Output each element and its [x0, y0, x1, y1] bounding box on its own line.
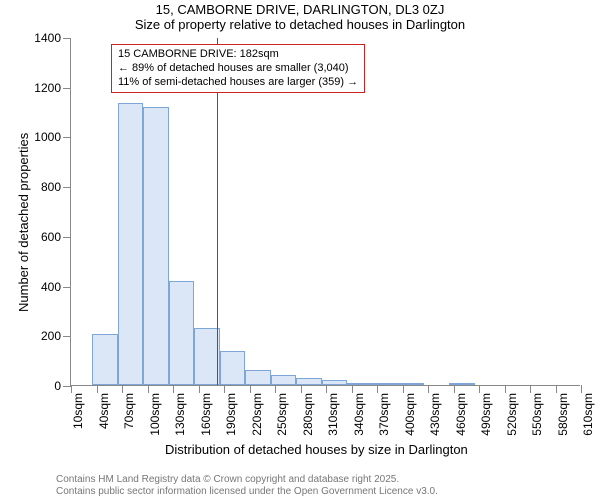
histogram-bar: [347, 383, 373, 385]
y-tick-label: 1400: [34, 31, 71, 45]
y-tick-label: 200: [41, 329, 71, 343]
y-tick-label: 1200: [34, 81, 71, 95]
annotation-line: 15 CAMBORNE DRIVE: 182sqm: [118, 48, 358, 62]
x-tick-label: 520sqm: [505, 385, 519, 436]
chart-subtitle: Size of property relative to detached ho…: [0, 17, 600, 32]
x-tick-label: 400sqm: [403, 385, 417, 436]
annotation-line: 11% of semi-detached houses are larger (…: [118, 76, 358, 90]
y-tick-label: 0: [54, 379, 71, 393]
histogram-bar: [271, 375, 297, 385]
histogram-bar: [220, 351, 246, 385]
x-tick-label: 460sqm: [454, 385, 468, 436]
histogram-bar: [322, 380, 348, 385]
histogram-bar: [398, 383, 424, 385]
chart-title: 15, CAMBORNE DRIVE, DARLINGTON, DL3 0ZJ: [0, 2, 600, 17]
histogram-bar: [245, 370, 271, 385]
plot-area: 020040060080010001200140010sqm40sqm70sqm…: [70, 38, 580, 386]
y-tick-label: 800: [41, 180, 71, 194]
x-tick-label: 130sqm: [173, 385, 187, 436]
y-tick-label: 1000: [34, 130, 71, 144]
x-tick-label: 40sqm: [97, 385, 111, 429]
y-tick-label: 400: [41, 280, 71, 294]
x-tick-label: 190sqm: [224, 385, 238, 436]
histogram-bar: [296, 378, 322, 385]
x-tick-label: 310sqm: [326, 385, 340, 436]
x-tick-label: 250sqm: [275, 385, 289, 436]
x-tick-label: 100sqm: [148, 385, 162, 436]
x-tick-label: 280sqm: [301, 385, 315, 436]
x-tick-label: 430sqm: [428, 385, 442, 436]
histogram-bar: [169, 281, 195, 385]
chart-container: 15, CAMBORNE DRIVE, DARLINGTON, DL3 0ZJ …: [0, 0, 600, 500]
x-tick-label: 580sqm: [556, 385, 570, 436]
histogram-bar: [118, 103, 144, 385]
histogram-bar: [143, 107, 169, 385]
x-tick-label: 220sqm: [250, 385, 264, 436]
histogram-bar: [373, 383, 399, 385]
annotation-box: 15 CAMBORNE DRIVE: 182sqm← 89% of detach…: [111, 44, 365, 93]
x-tick-label: 70sqm: [122, 385, 136, 429]
x-tick-label: 550sqm: [530, 385, 544, 436]
y-axis-label: Number of detached properties: [16, 133, 31, 312]
histogram-bar: [92, 334, 118, 385]
x-tick-label: 340sqm: [352, 385, 366, 436]
histogram-bar: [449, 383, 475, 385]
footer-line-2: Contains public sector information licen…: [56, 485, 438, 498]
y-tick-label: 600: [41, 230, 71, 244]
x-tick-label: 370sqm: [377, 385, 391, 436]
x-axis-label: Distribution of detached houses by size …: [165, 442, 468, 457]
x-tick-label: 610sqm: [581, 385, 595, 436]
x-tick-label: 10sqm: [71, 385, 85, 429]
x-tick-label: 160sqm: [199, 385, 213, 436]
annotation-line: ← 89% of detached houses are smaller (3,…: [118, 62, 358, 76]
histogram-bar: [194, 328, 220, 385]
x-tick-label: 490sqm: [479, 385, 493, 436]
